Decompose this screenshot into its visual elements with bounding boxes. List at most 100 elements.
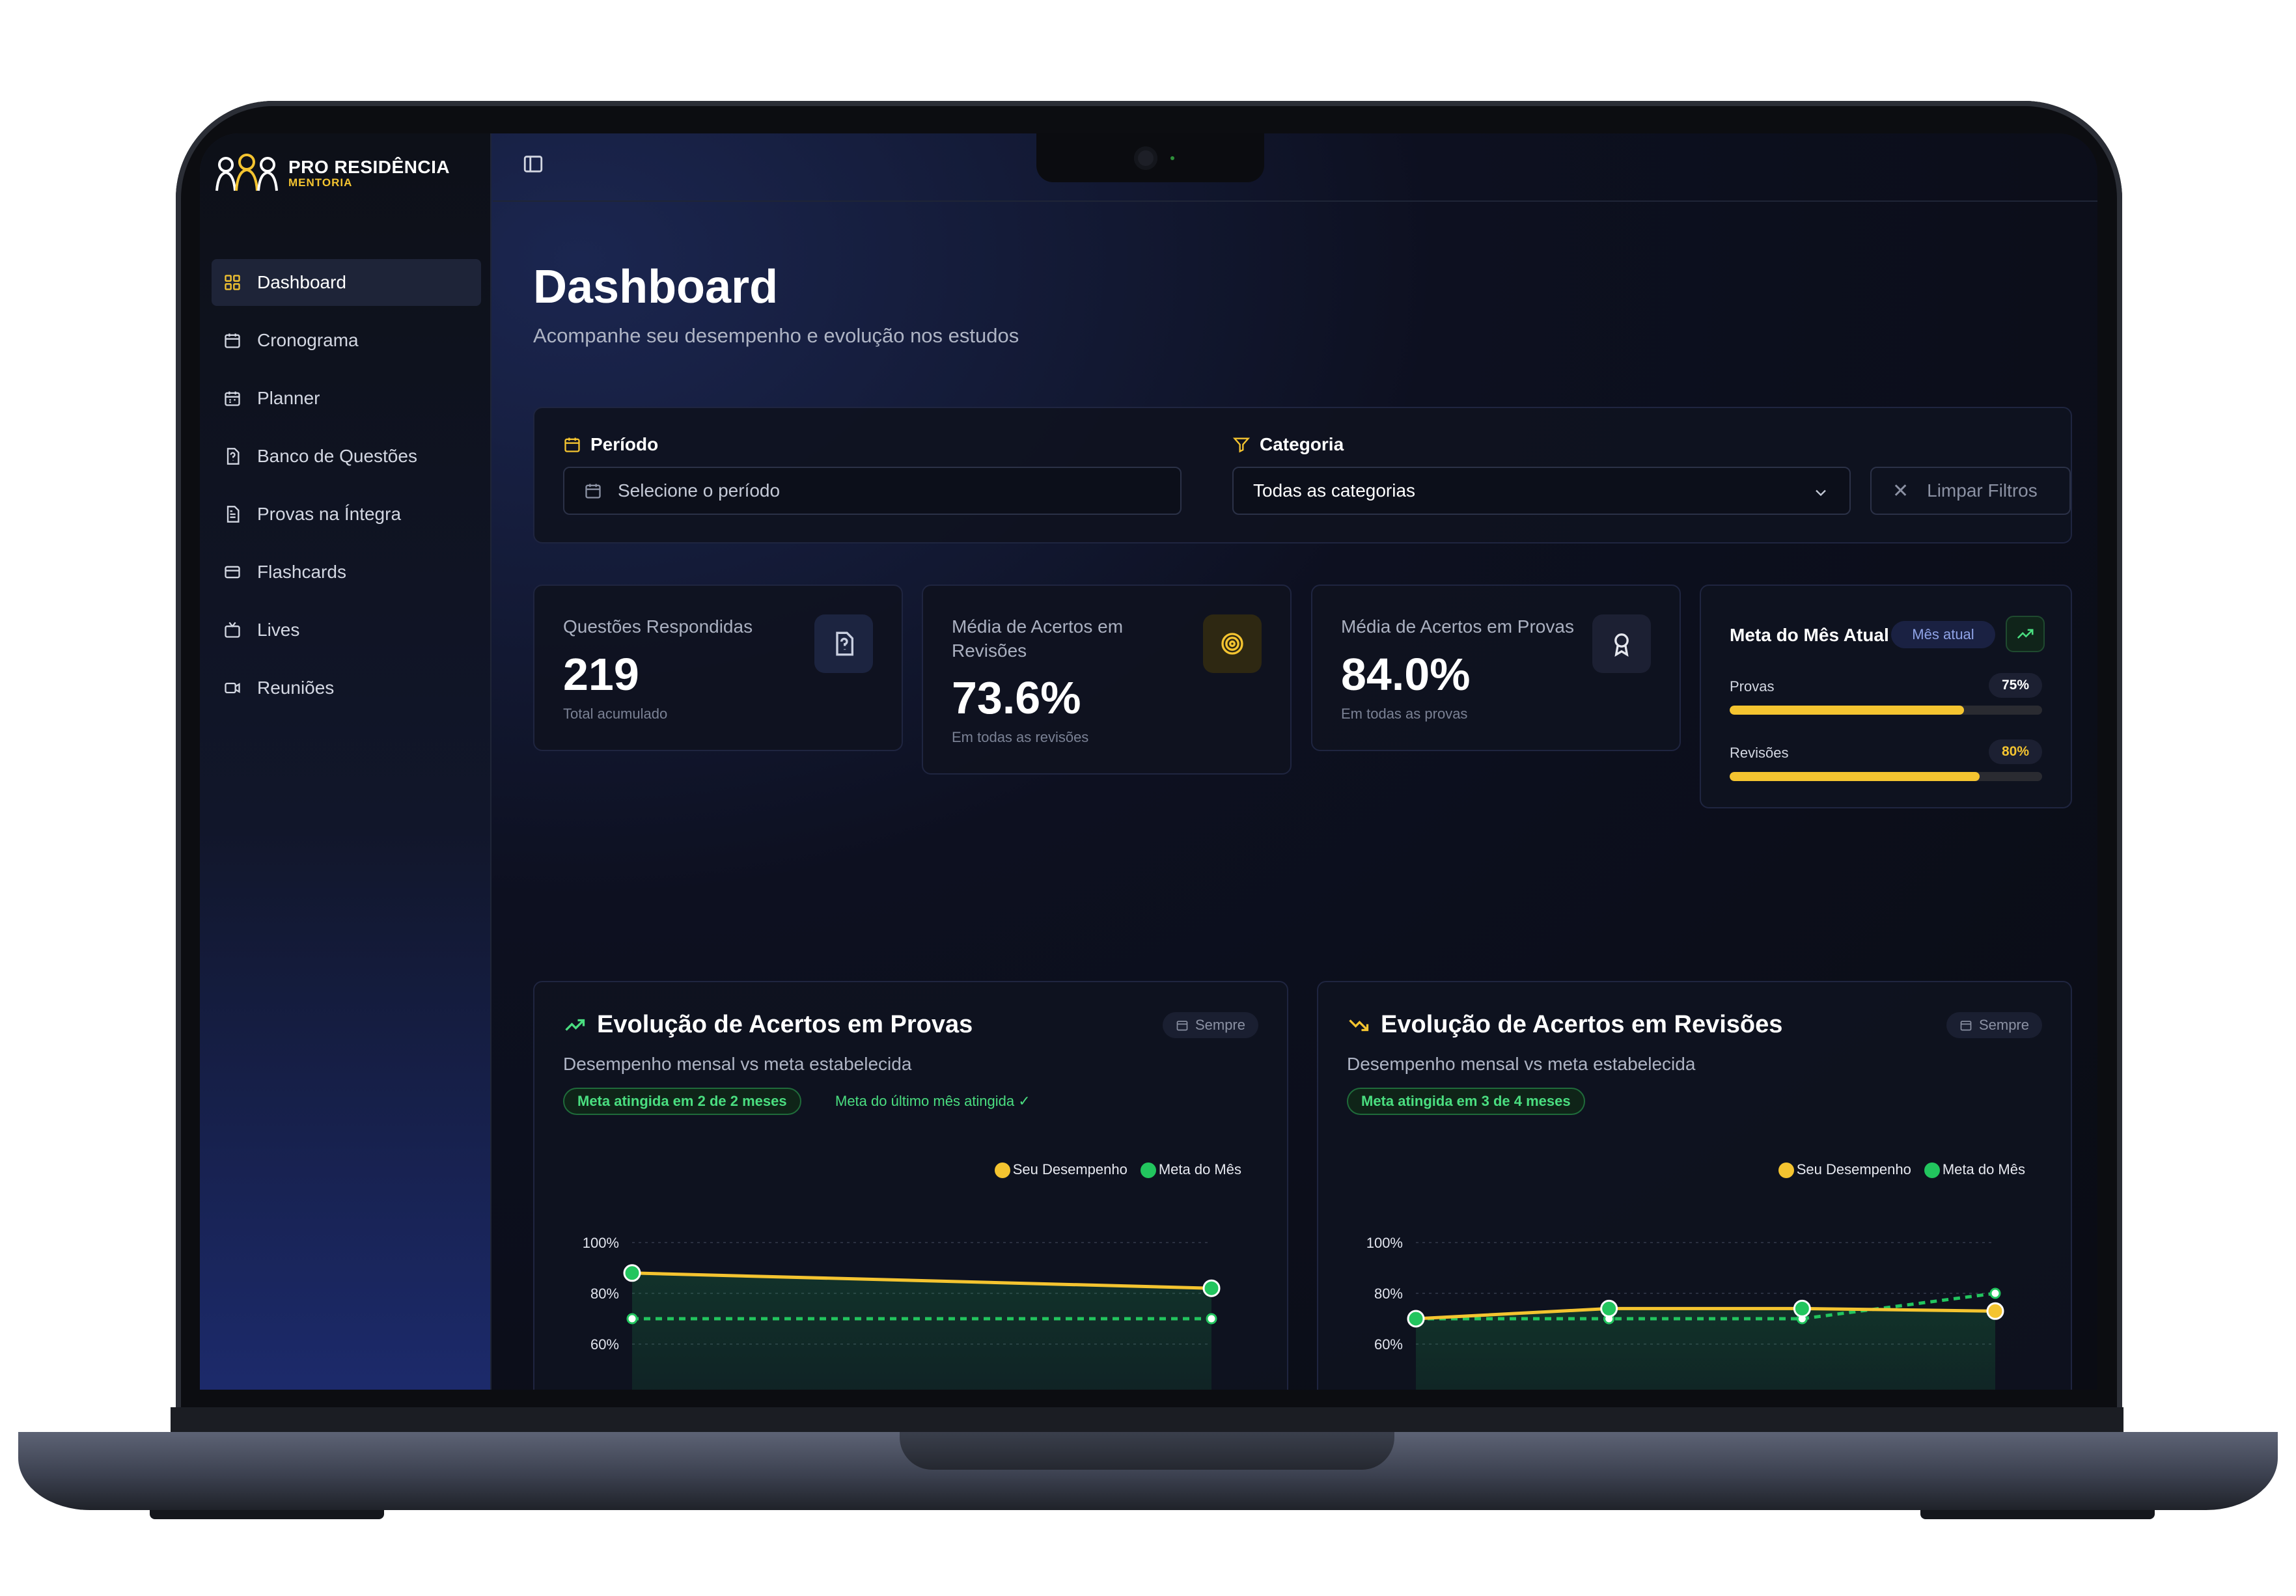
stat-icon-box [1592,614,1651,673]
sidebar-item-label: Banco de Questões [257,446,417,466]
sidebar-item-flashcards[interactable]: Flashcards [212,549,481,596]
grid-icon [225,275,240,290]
period-placeholder: Selecione o período [618,480,781,501]
legend-swatch [1924,1163,1940,1179]
period-picker[interactable]: Selecione o período [563,467,1182,515]
sidebar-item-label: Planner [257,388,320,408]
legend-label: Seu Desempenho [1012,1161,1127,1177]
sidebar-item-label: Cronograma [257,330,359,350]
sidebar-toggle-icon[interactable] [522,153,544,175]
question-file-icon [227,448,240,465]
sidebar-item-label: Lives [257,620,300,640]
brand-logo[interactable]: PRO RESIDÊNCIA MENTORIA [214,153,450,193]
sidebar-item-label: Flashcards [257,562,346,582]
legend-swatch [1140,1163,1156,1179]
sidebar-item-banco-de-questoes[interactable]: Banco de Questões [212,433,481,480]
laptop-foot [1920,1510,2155,1519]
filters-panel: Período Selecione o período Categoria To… [533,407,2072,543]
stat-footnote: Total acumulado [563,706,668,722]
sidebar-item-reunioes[interactable]: Reuniões [212,665,481,711]
award-icon [1614,633,1629,657]
range-chip-label: Sempre [1195,1017,1245,1033]
goal-note: Meta do último mês atingida ✓ [835,1093,1030,1109]
laptop-foot [150,1510,384,1519]
clear-filters-label: Limpar Filtros [1927,480,2038,501]
performance-series-line [631,1271,1212,1290]
camera-notch [1036,133,1264,182]
brand-tagline: MENTORIA [288,176,353,189]
range-chip-label: Sempre [1978,1017,2029,1033]
trend-button[interactable] [2006,616,2045,652]
current-month-chip: Mês atual [1891,621,1995,648]
legend-swatch [1778,1163,1794,1179]
goal-progress-track [1730,706,2042,715]
sidebar-item-provas-na-integra[interactable]: Provas na Íntegra [212,491,481,538]
y-tick-label: 60% [590,1336,619,1353]
category-value: Todas as categorias [1253,480,1416,501]
trending-down-icon [1349,1019,1369,1031]
main-content: Dashboard Acompanhe seu desempenho e evo… [493,202,2097,1390]
question-file-icon [836,631,853,656]
sidebar-item-lives[interactable]: Lives [212,607,481,654]
legend-item: Meta do Mês [1140,1161,1241,1179]
page-title: Dashboard [533,261,779,313]
clear-filters-button[interactable]: ✕ Limpar Filtros [1870,467,2071,515]
goal-progress-fill [1730,706,1964,715]
performance-area [632,1273,1211,1390]
performance-point [1793,1299,1811,1317]
sidebar-item-dashboard[interactable]: Dashboard [212,259,481,306]
trending-up-icon [2017,629,2034,639]
laptop-opening-notch [900,1432,1394,1470]
chart-title: Evolução de Acertos em Provas [597,1011,973,1038]
stat-title: Média de Acertos em Revisões [952,616,1124,661]
stat-value: 219 [563,649,639,700]
sidebar-item-planner[interactable]: Planner [212,375,481,422]
performance-point [623,1264,641,1282]
performance-point [1407,1310,1425,1328]
legend-label: Meta do Mês [1942,1161,2025,1177]
stat-icon-box [814,614,873,673]
period-label-text: Período [590,434,659,454]
chart-heading: Evolução de Acertos em Provas [563,1011,973,1039]
period-label: Período [563,434,658,455]
y-tick-label: 100% [583,1235,619,1251]
y-tick-label: 100% [1366,1235,1403,1251]
chart-legend: Seu Desempenho Meta do Mês [1778,1161,2025,1179]
chart-subtitle: Desempenho mensal vs meta estabelecida [1347,1054,1696,1074]
calendar-icon [225,333,240,348]
calendar-icon [564,437,580,452]
calendar-icon [1176,1021,1188,1031]
stat-card-revisions: Média de Acertos em Revisões 73.6% Em to… [922,585,1292,775]
sidebar-item-cronograma[interactable]: Cronograma [212,317,481,364]
goal-series-line [1416,1291,1996,1321]
goal-achieved-badge: Meta atingida em 3 de 4 meses [1347,1088,1585,1115]
video-icon [225,682,240,694]
legend-label: Meta do Mês [1158,1161,1241,1177]
stat-title: Média de Acertos em Provas [1341,616,1574,637]
camera-icon [1134,146,1157,170]
line-chart-revisoes: 0%20%40%60%80%100%ago/2025set/2025out/20… [1366,1235,2004,1390]
range-chip[interactable]: Sempre [1162,1012,1258,1038]
stat-footnote: Em todas as provas [1341,706,1468,722]
goal-progress-track [1730,772,2042,781]
file-text-icon [227,506,240,523]
stat-value: 84.0% [1341,649,1471,700]
goal-row-label: Provas [1730,678,1775,695]
performance-point [1986,1302,2004,1320]
range-chip[interactable]: Sempre [1946,1012,2042,1038]
sidebar-nav: Dashboard Cronograma Planner Banco de Qu… [212,259,481,722]
y-tick-label: 80% [1374,1286,1403,1302]
performance-series-line [1415,1306,1996,1321]
monthly-goal-card: Meta do Mês Atual Mês atual Provas 75% R… [1700,585,2072,808]
legend-item: Seu Desempenho [994,1161,1127,1179]
category-select[interactable]: Todas as categorias [1232,467,1851,515]
filter-icon [1232,437,1251,453]
performance-area [1416,1308,1995,1390]
legend-label: Seu Desempenho [1796,1161,1911,1177]
camera-led [1170,156,1174,160]
stat-title: Questões Respondidas [563,616,753,637]
chart-legend: Seu Desempenho Meta do Mês [994,1161,1241,1179]
chart-card-provas: Evolução de Acertos em Provas Sempre Des… [533,981,1288,1390]
goal-percent-badge: 75% [1989,673,2042,698]
goal-progress-fill [1730,772,1980,781]
